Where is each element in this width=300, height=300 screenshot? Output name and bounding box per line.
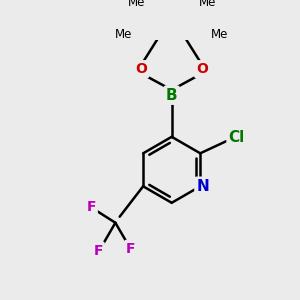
Text: O: O <box>135 62 147 76</box>
Text: Me: Me <box>211 28 228 41</box>
Text: N: N <box>196 179 209 194</box>
Text: F: F <box>86 200 96 214</box>
Text: B: B <box>166 88 178 103</box>
Text: F: F <box>93 244 103 257</box>
Text: Me: Me <box>128 0 145 9</box>
Text: Cl: Cl <box>229 130 245 145</box>
Text: O: O <box>196 62 208 76</box>
Text: F: F <box>126 242 136 256</box>
Text: Me: Me <box>115 28 133 41</box>
Text: Me: Me <box>199 0 216 9</box>
